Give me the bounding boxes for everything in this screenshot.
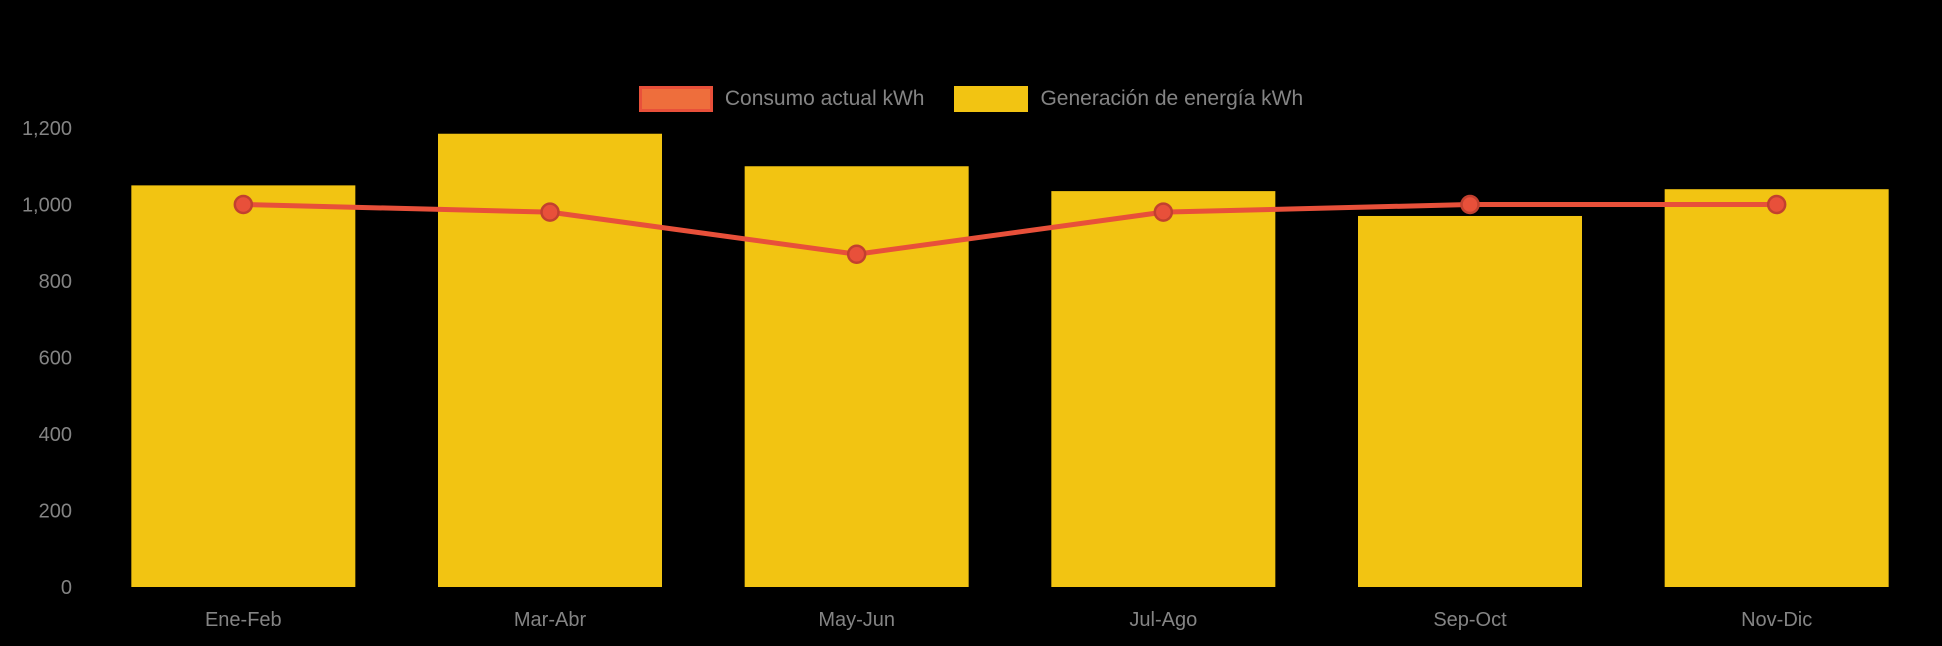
line-marker-mar-abr[interactable] (540, 202, 560, 222)
line-marker-ene-feb[interactable] (233, 194, 254, 215)
line-marker-jul-ago[interactable] (1153, 202, 1174, 222)
legend-item-consumo[interactable]: Consumo actual kWh (638, 86, 925, 112)
bar-jul-ago[interactable] (1051, 191, 1276, 588)
legend-item-generacion[interactable]: Generación de energía kWh (954, 86, 1303, 112)
x-axis-category-label: Sep-Oct (1433, 609, 1507, 631)
y-axis-tick-label: 0 (61, 577, 72, 599)
y-axis-tick-label: 1,000 (22, 195, 72, 217)
consumption-line[interactable] (240, 202, 1780, 257)
x-axis-category-label: Mar-Abr (514, 609, 587, 631)
legend-label-generacion: Generación de energía kWh (1040, 87, 1304, 110)
bar-nov-dic[interactable] (1664, 189, 1889, 587)
legend-swatch-generacion (954, 86, 1029, 112)
y-axis-tick-label: 600 (39, 348, 72, 370)
line-marker-sep-oct[interactable] (1460, 194, 1480, 215)
y-axis-tick-label: 400 (39, 424, 72, 446)
y-axis-tick-label: 800 (39, 271, 72, 293)
bar-ene-feb[interactable] (131, 185, 356, 587)
x-axis-category-label: May-Jun (818, 609, 895, 631)
y-axis-tick-label: 200 (39, 501, 72, 523)
legend-swatch-consumo (638, 86, 713, 112)
line-marker-may-jun[interactable] (846, 244, 867, 264)
y-axis-tick-label: 1,200 (22, 118, 72, 140)
x-axis-category-label: Jul-Ago (1129, 609, 1197, 631)
legend-label-consumo: Consumo actual kWh (724, 87, 925, 110)
x-axis-category-label: Ene-Feb (205, 609, 282, 631)
chart-legend: Consumo actual kWh Generación de energía… (0, 86, 1942, 112)
bar-sep-oct[interactable] (1358, 215, 1582, 587)
bar-mar-abr[interactable] (438, 133, 662, 588)
bar-may-jun[interactable] (744, 166, 969, 587)
x-axis-category-label: Nov-Dic (1741, 609, 1812, 631)
line-marker-nov-dic[interactable] (1766, 194, 1787, 215)
